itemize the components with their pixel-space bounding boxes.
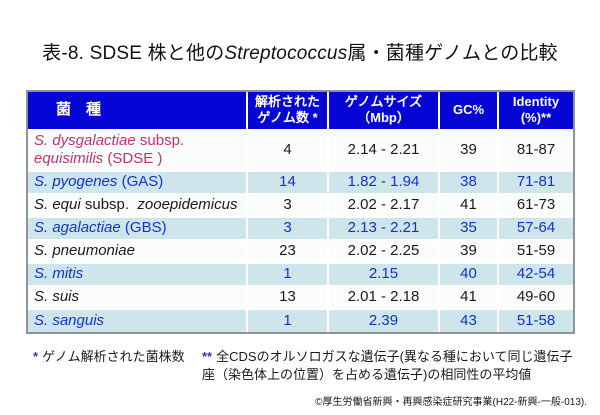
footnote-genome-count: * ゲノム解析された菌株数 [33, 348, 185, 366]
genome-size-cell: 2.02 - 2.17 [327, 192, 439, 217]
species-cell: S. pneumoniae [28, 238, 247, 263]
table-row: S. agalactiae (GBS) 3 2.13 - 2.21 35 57-64 [28, 215, 573, 240]
identity-cell: 49-60 [497, 284, 573, 309]
footnote-identity-text: 全CDSのオルソロガスな遺伝子(異なる種において同じ遺伝子座（染色体上の位置）を… [202, 349, 573, 383]
species-name-plain: (SDSE ) [103, 150, 163, 167]
genome-count-cell: 14 [246, 169, 328, 194]
identity-cell: 51-58 [497, 307, 573, 332]
species-name-italic: S. pneumoniae [34, 242, 135, 259]
genome-comparison-table: 菌 種 解析された ゲノム数 * ゲノムサイズ （Mbp） GC% Identi… [26, 90, 575, 334]
slide-title-prefix: 表-8. SDSE 株と他の [42, 43, 225, 64]
species-name-italic: S. suis [34, 288, 80, 305]
double-asterisk-marker: ** [202, 349, 213, 364]
identity-cell: 57-64 [497, 215, 573, 240]
species-name-italic: zooepidemicus [137, 196, 238, 213]
genome-size-cell: 1.82 - 1.94 [327, 169, 439, 194]
genome-size-cell: 2.02 - 2.25 [327, 238, 439, 263]
species-name-italic: S. equi [34, 196, 81, 213]
species-cell: S. pyogenes (GAS) [28, 169, 247, 194]
gc-percent-cell: 41 [438, 284, 498, 309]
species-name-plain: (GAS) [117, 173, 164, 190]
species-cell: S. sanguis [28, 307, 247, 332]
footnote-genome-count-text: ゲノム解析された菌株数 [42, 349, 185, 364]
table-row: S. mitis 1 2.15 40 42-54 [28, 261, 573, 286]
table-row: S. equi subsp. zooepidemicus 3 2.02 - 2.17… [28, 192, 573, 217]
gc-percent-cell: 43 [438, 307, 498, 332]
species-cell: S. dysgalactiae subsp. equisimilis (SDSE… [28, 128, 247, 171]
table-row: S. suis 13 2.01 - 2.18 41 49-60 [28, 284, 573, 309]
gc-percent-cell: 39 [438, 238, 498, 263]
gc-percent-cell: 38 [438, 169, 498, 194]
genome-size-cell: 2.01 - 2.18 [327, 284, 439, 309]
column-header-genome-size: ゲノムサイズ （Mbp） [327, 92, 439, 130]
species-name-plain: subsp. [80, 196, 138, 213]
genome-size-cell: 2.14 - 2.21 [327, 128, 439, 171]
table-header-row: 菌 種 解析された ゲノム数 * ゲノムサイズ （Mbp） GC% Identi… [28, 92, 573, 130]
species-name-italic: S. agalactiae [34, 219, 121, 236]
table-row: S. pyogenes (GAS) 14 1.82 - 1.94 38 71-81 [28, 169, 573, 194]
genome-count-cell: 3 [246, 215, 328, 240]
identity-cell: 71-81 [497, 169, 573, 194]
table-row: S. pneumoniae 23 2.02 - 2.25 39 51-59 [28, 238, 573, 263]
slide-title-genus-italic: Streptococcus [224, 43, 348, 64]
genome-count-cell: 13 [246, 284, 328, 309]
copyright-credit: ©厚生労働省新興・再興感染症研究事業(H22-新興-一般-013). [315, 397, 587, 408]
column-header-identity: Identity (%)** [497, 92, 573, 130]
species-cell: S. mitis [28, 261, 247, 286]
column-header-species: 菌 種 [28, 92, 247, 130]
species-name-plain: subsp. [139, 132, 185, 149]
identity-cell: 51-59 [497, 238, 573, 263]
identity-cell: 81-87 [497, 128, 573, 171]
column-header-genome-count: 解析された ゲノム数 * [246, 92, 328, 130]
genome-size-cell: 2.39 [327, 307, 439, 332]
single-asterisk-marker: * [33, 349, 39, 364]
genome-count-cell: 1 [246, 307, 328, 332]
footnote-identity: ** 全CDSのオルソロガスな遺伝子(異なる種において同じ遺伝子座（染色体上の位置… [202, 348, 584, 384]
slide-title-suffix: 属・菌種ゲノムとの比較 [347, 43, 558, 64]
column-header-gc-percent: GC% [438, 92, 498, 130]
species-name-italic: S. pyogenes [34, 173, 118, 190]
genome-size-cell: 2.15 [327, 261, 439, 286]
genome-count-cell: 4 [246, 128, 328, 171]
slide-title: 表-8. SDSE 株と他のStreptococcus属・菌種ゲノムとの比較 [0, 38, 600, 65]
gc-percent-cell: 41 [438, 192, 498, 217]
genome-count-cell: 23 [246, 238, 328, 263]
species-name-italic: S. sanguis [34, 311, 105, 329]
identity-cell: 42-54 [497, 261, 573, 286]
gc-percent-cell: 35 [438, 215, 498, 240]
genome-size-cell: 2.13 - 2.21 [327, 215, 439, 240]
species-name-italic: equisimilis [34, 150, 104, 167]
identity-cell: 61-73 [497, 192, 573, 217]
species-name-italic: S. dysgalactiae [34, 132, 136, 149]
gc-percent-cell: 40 [438, 261, 498, 286]
species-cell: S. equi subsp. zooepidemicus [28, 192, 247, 217]
table-row: S. sanguis 1 2.39 43 51-58 [28, 307, 573, 332]
genome-count-cell: 1 [246, 261, 328, 286]
table-body: S. dysgalactiae subsp. equisimilis (SDSE… [28, 128, 573, 332]
gc-percent-cell: 39 [438, 128, 498, 171]
species-cell: S. agalactiae (GBS) [28, 215, 247, 240]
table-row: S. dysgalactiae subsp. equisimilis (SDSE… [28, 128, 573, 171]
genome-count-cell: 3 [246, 192, 328, 217]
species-name-italic: S. mitis [34, 265, 84, 282]
species-cell: S. suis [28, 284, 247, 309]
species-name-plain: (GBS) [120, 219, 167, 236]
